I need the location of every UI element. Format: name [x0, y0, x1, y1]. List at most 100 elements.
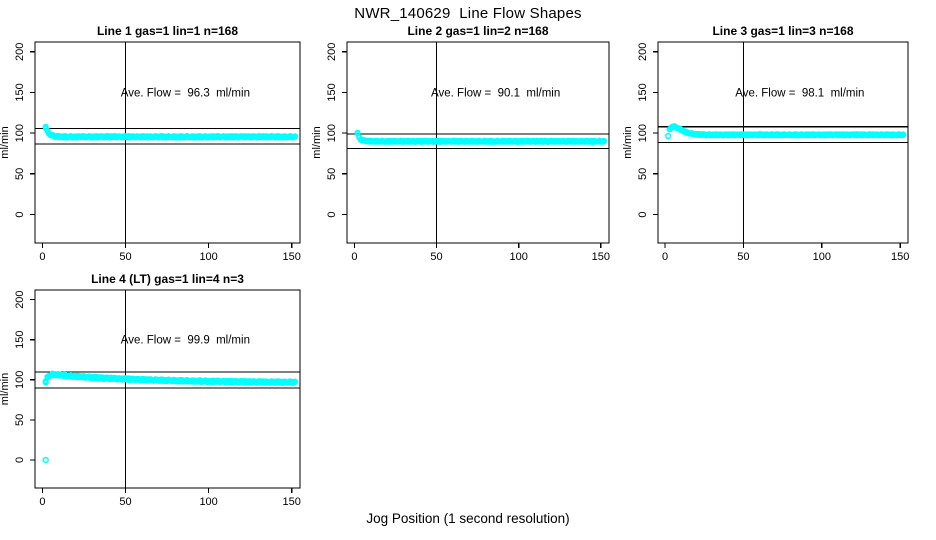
avg-flow-annotation: Ave. Flow = 98.1 ml/min — [735, 87, 864, 99]
avg-flow-annotation: Ave. Flow = 99.9 ml/min — [121, 335, 250, 347]
flow-data-point — [868, 131, 875, 138]
y-tick-label: 100 — [637, 124, 649, 142]
x-tick-label: 0 — [351, 251, 357, 263]
plot-frame — [34, 289, 301, 489]
flow-data-point — [768, 131, 775, 138]
flow-data-point — [238, 133, 245, 140]
flow-data-point — [818, 131, 825, 138]
flow-data-point — [64, 372, 71, 379]
flow-data-point — [56, 371, 63, 378]
flow-data-point — [463, 138, 470, 145]
x-tick-label: 100 — [199, 496, 217, 508]
flow-data-point — [718, 131, 725, 138]
flow-data-point — [397, 138, 404, 145]
flow-data-point — [449, 138, 456, 145]
plot-frame — [657, 41, 909, 244]
flow-data-point — [699, 131, 706, 138]
flow-data-point — [831, 131, 838, 138]
x-tick-label: 100 — [509, 251, 527, 263]
flow-data-point — [756, 131, 763, 138]
avg-flow-annotation: Ave. Flow = 90.1 ml/min — [431, 87, 560, 99]
flow-data-point — [890, 131, 897, 138]
flow-data-points — [42, 370, 298, 464]
flow-data-point — [843, 131, 850, 138]
flow-data-point — [705, 131, 712, 138]
flow-data-point — [856, 131, 863, 138]
y-tick-label: 150 — [637, 83, 649, 101]
flow-data-point — [292, 379, 298, 386]
subplot-1: 0 50 100 150 0 50 100 150 200 ml/min Line 1 gas=1 … — [0, 24, 301, 263]
subplot-title: Line 2 gas=1 lin=2 n=168 — [407, 24, 548, 38]
flow-data-point — [541, 138, 548, 145]
y-tick-label: 150 — [326, 83, 338, 101]
subplot-title: Line 4 (LT) gas=1 lin=4 n=3 — [91, 272, 244, 286]
flow-data-point — [145, 133, 152, 140]
flow-data-point — [793, 131, 800, 138]
x-tick-label: 0 — [662, 251, 668, 263]
flow-data-point — [92, 133, 99, 140]
flow-data-point — [222, 378, 229, 385]
flow-data-point — [81, 374, 87, 380]
x-tick-label: 150 — [592, 251, 610, 263]
x-tick-label: 50 — [430, 251, 442, 263]
outlier-point — [42, 456, 49, 464]
y-tick-label: 0 — [14, 457, 26, 463]
flow-data-point — [255, 378, 262, 385]
subplot-4: 0 50 100 150 0 50 100 150 200 ml/min Line 4 (LT) g… — [0, 272, 301, 508]
y-tick-label: 150 — [14, 83, 26, 101]
flow-data-point — [49, 371, 56, 378]
x-tick-label: 0 — [39, 251, 45, 263]
plot-frame — [346, 41, 610, 244]
flow-data-point — [361, 137, 368, 144]
y-tick-label: 200 — [14, 43, 26, 61]
flow-data-point — [555, 138, 562, 145]
flow-data-point — [189, 378, 195, 384]
flow-data-points — [354, 129, 608, 145]
flow-data-point — [806, 131, 813, 138]
y-tick-label: 200 — [637, 43, 649, 61]
flow-data-point — [205, 378, 212, 385]
flow-data-point — [292, 133, 298, 140]
y-axis-label: ml/min — [0, 126, 11, 158]
x-tick-label: 150 — [283, 251, 301, 263]
flow-data-points — [42, 123, 298, 141]
flow-data-point — [132, 133, 139, 140]
flow-data-point — [781, 131, 788, 138]
y-tick-label: 150 — [14, 331, 26, 349]
y-tick-label: 100 — [14, 124, 26, 142]
flow-data-point — [155, 377, 162, 384]
flow-data-point — [743, 131, 750, 138]
y-axis-label: ml/min — [311, 126, 323, 158]
x-tick-label: 50 — [119, 496, 131, 508]
flow-data-point — [515, 138, 522, 145]
flow-data-point — [410, 138, 417, 145]
x-tick-label: 150 — [283, 496, 301, 508]
x-tick-label: 0 — [39, 496, 45, 508]
flow-data-point — [881, 131, 888, 138]
y-axis-label: ml/min — [622, 126, 634, 158]
flow-data-point — [139, 376, 146, 383]
flow-data-point — [97, 374, 104, 381]
flow-data-point — [238, 378, 245, 385]
flow-data-point — [72, 373, 79, 380]
subplot-title: Line 1 gas=1 lin=1 n=168 — [97, 24, 238, 38]
y-tick-label: 100 — [326, 124, 338, 142]
flow-data-point — [79, 133, 86, 140]
flow-data-point — [105, 375, 112, 382]
flow-data-point — [278, 133, 285, 140]
flow-data-point — [56, 133, 63, 140]
flow-data-point — [159, 133, 166, 140]
flow-data-point — [591, 138, 598, 145]
flow-data-point — [489, 138, 496, 145]
flow-data-point — [265, 133, 272, 140]
y-tick-label: 0 — [326, 211, 338, 217]
flow-data-point — [122, 376, 129, 383]
flow-data-point — [185, 133, 192, 140]
y-tick-label: 200 — [14, 290, 26, 308]
flow-data-point — [693, 131, 700, 138]
flow-data-points — [665, 123, 907, 140]
flow-data-point — [66, 133, 73, 140]
flow-data-point — [384, 138, 391, 145]
subplot-3: 0 50 100 150 0 50 100 150 200 ml/min Line 3 gas=1 … — [622, 24, 909, 263]
